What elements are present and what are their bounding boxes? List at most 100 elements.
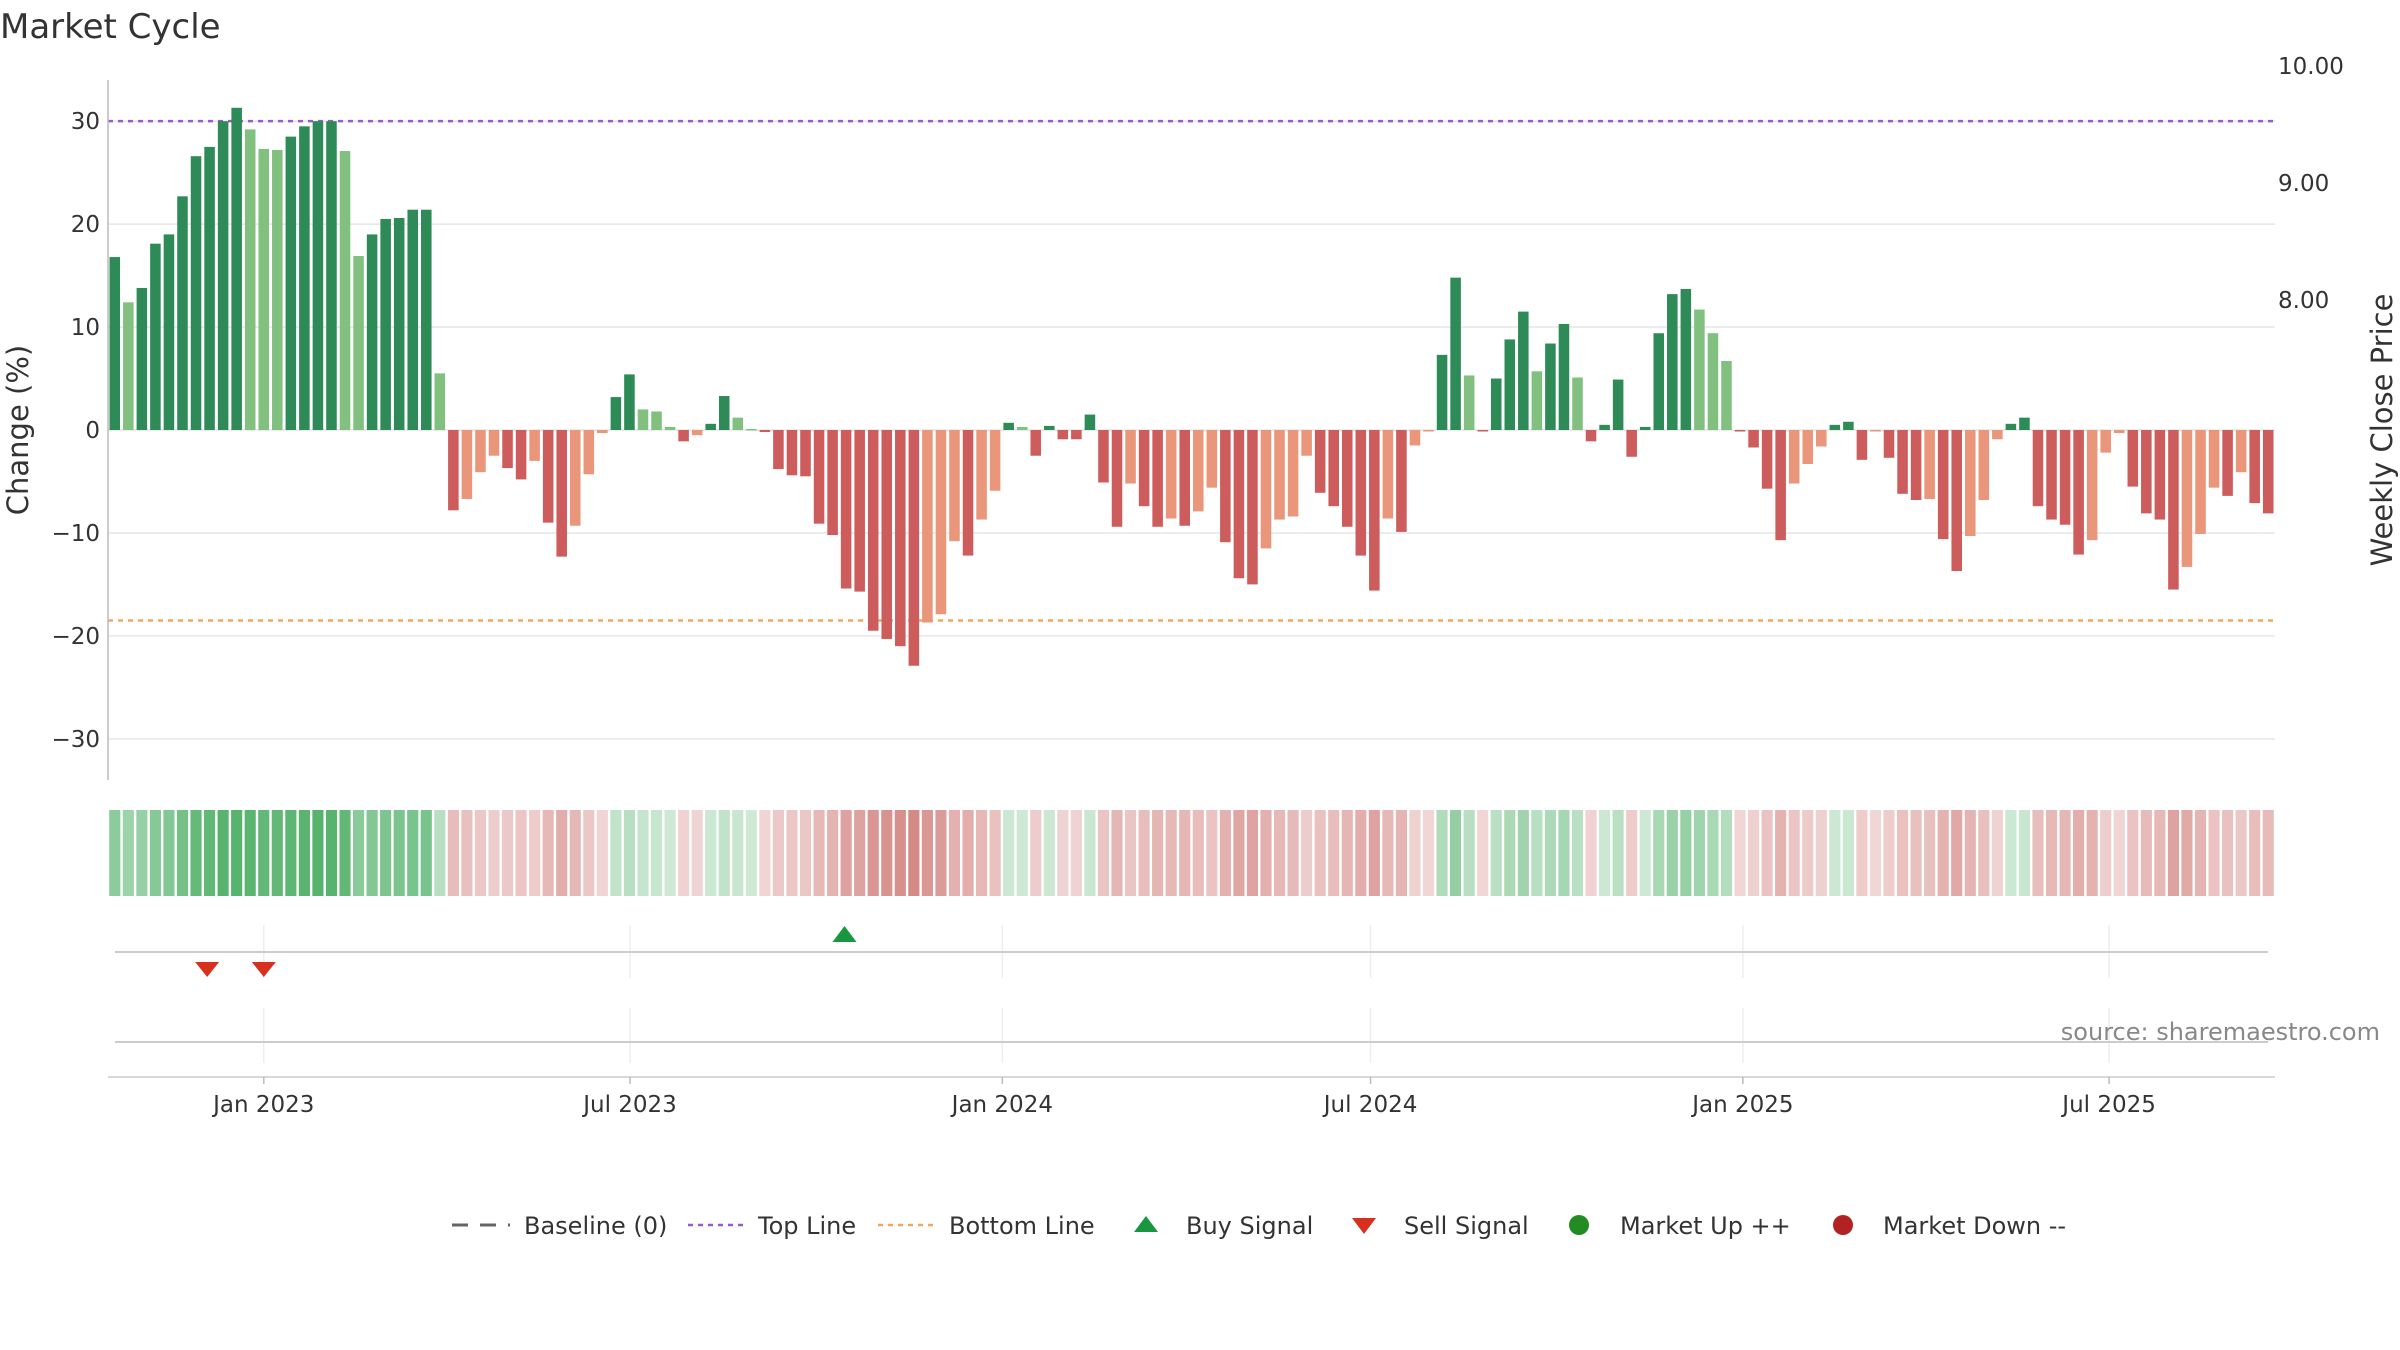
legend-item-market-up [1569,1215,1589,1235]
bar [813,430,825,524]
heat-cell [678,810,690,896]
heat-cell [976,810,988,896]
heat-cell [312,810,324,896]
heat-cell [1138,810,1150,896]
bar [1802,430,1814,464]
bar [339,151,351,430]
heat-cell [1152,810,1164,896]
heat-cell [1057,810,1069,896]
bar [1558,323,1570,430]
heat-cell [908,810,920,896]
bar [1721,361,1732,430]
bar [732,417,744,430]
bar [1585,430,1597,442]
bar [1518,311,1529,430]
bar [1883,430,1895,458]
heat-cell [136,810,148,896]
heat-cell [1978,810,1990,896]
heat-cell [772,810,784,896]
heat-cell [1571,810,1584,896]
bar [1179,430,1190,526]
heat-cell [2249,810,2261,896]
bar [624,374,635,430]
bar [1423,430,1434,432]
heat-cell [2222,810,2234,896]
heat-cell [556,810,568,896]
bar [1003,422,1014,430]
heat-cell [2059,810,2071,896]
bar [393,217,405,430]
heat-cell [1355,810,1367,896]
bar [1396,430,1407,532]
bar [1450,277,1461,430]
x-tick-label: Jul 2024 [1322,1092,1418,1118]
heat-cell [1937,810,1949,896]
market-panel [108,1008,2275,1078]
bar [1788,430,1800,484]
heat-cell [1436,810,1448,896]
sell-signal-marker [251,962,276,977]
x-tick-label: Jan 2025 [1690,1092,1793,1118]
y2-tick-label: 8.00 [2278,288,2329,314]
heat-cell [1382,810,1394,896]
bar [231,107,242,430]
heat-cell [1246,810,1259,896]
bar [1477,430,1488,432]
bar [461,430,473,499]
heat-cell [1043,810,1055,896]
heat-cell [745,810,757,896]
bar [881,430,893,639]
heat-cell [1165,810,1177,896]
heat-cell [2154,810,2166,896]
heat-cell [1856,810,1868,896]
bar [109,257,121,430]
bar [1870,430,1881,432]
heat-cell [434,810,446,896]
heat-cell [569,810,581,896]
bar [1978,430,1990,500]
heat-cell [664,810,676,896]
bar [1463,375,1475,430]
heat-cell [1869,810,1882,896]
bar [1910,430,1922,500]
bar [272,150,283,430]
legend-label: Sell Signal [1404,1212,1529,1240]
bar [1545,343,1556,430]
heat-cell [325,810,338,896]
heat-cell [109,810,121,896]
bar [1612,379,1624,430]
heat-cell [1463,810,1475,896]
y-axis-label: Change (%) [1,345,35,515]
bar [2208,430,2220,488]
bar [1016,426,1028,430]
heat-cell [1124,810,1137,896]
bar [976,430,987,520]
heat-cell [1206,810,1218,896]
bar [1369,430,1380,591]
bar [136,287,148,430]
bar [556,430,567,557]
legend-label: Baseline (0) [524,1212,667,1240]
main-gridlines [108,120,2275,740]
heat-cell [962,810,974,896]
bar [678,430,689,442]
heat-cell [813,810,825,896]
bar [1490,378,1502,430]
heat-cell [867,810,879,896]
heat-cell [854,810,866,896]
heat-cell [894,810,906,896]
heat-cell [1964,810,1976,896]
bar [651,411,662,430]
bar [1382,430,1394,519]
heat-cell [948,810,961,896]
heat-cell [1626,810,1638,896]
bar [1084,414,1096,430]
legend-item-buy [1134,1216,1158,1232]
bar [1748,430,1759,448]
bar [2086,430,2098,541]
legend-label: Market Down -- [1883,1212,2066,1240]
heat-cell [1192,810,1204,896]
heat-cell [1003,810,1015,896]
heat-cell [1666,810,1678,896]
heat-cell [2140,810,2152,896]
